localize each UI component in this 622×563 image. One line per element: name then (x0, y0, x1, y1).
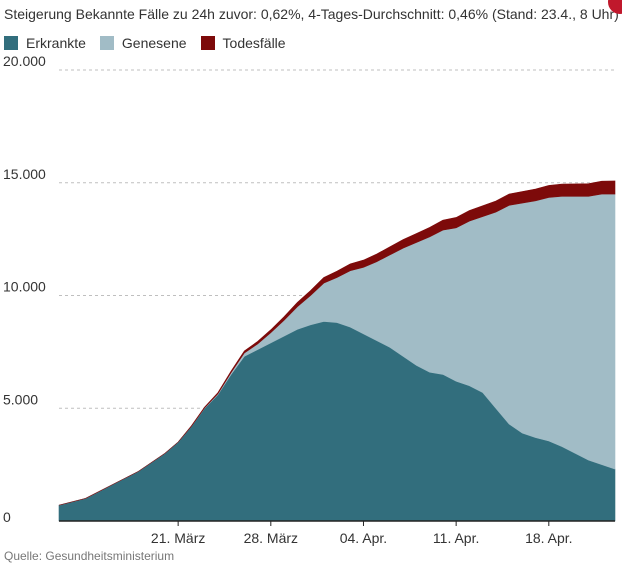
legend-swatch-todesfaelle (200, 36, 215, 50)
legend-item-erkrankte[interactable]: Erkrankte (4, 35, 86, 51)
y-tick-label: 0 (3, 509, 11, 525)
legend-swatch-genesene (99, 36, 114, 50)
legend-swatch-erkrankte (4, 36, 18, 50)
y-tick-label: 10.000 (3, 279, 46, 295)
chart-legend: Erkrankte Genesene Todesfälle (4, 35, 300, 51)
legend-label-genesene: Genesene (121, 35, 187, 51)
axis-layer: 0 5.000 10.000 15.000 20.000 21. März 28. März… (3, 53, 615, 546)
area-layer (58, 180, 616, 522)
y-tick-label: 15.000 (3, 166, 46, 182)
area-series-todesflle[interactable] (58, 180, 616, 506)
x-tick-label: 11. Apr. (433, 530, 479, 546)
x-tick-label: 28. März (244, 530, 298, 546)
x-tick-label: 04. Apr. (340, 530, 387, 546)
legend-item-todesfaelle[interactable]: Todesfälle (200, 35, 286, 51)
chart-source: Quelle: Gesundheitsministerium (4, 549, 175, 563)
chart-subtitle: Steigerung Bekannte Fälle zu 24h zuvor: … (4, 6, 619, 22)
x-tick-label: 21. März (151, 530, 205, 546)
legend-label-erkrankte: Erkrankte (26, 35, 86, 51)
legend-item-genesene[interactable]: Genesene (99, 35, 187, 51)
legend-label-todesfaelle: Todesfälle (222, 35, 286, 51)
y-tick-label: 5.000 (3, 391, 38, 407)
y-tick-label: 20.000 (3, 53, 46, 69)
corner-badge-icon[interactable] (608, 0, 622, 14)
x-tick-label: 18. Apr. (525, 530, 572, 546)
